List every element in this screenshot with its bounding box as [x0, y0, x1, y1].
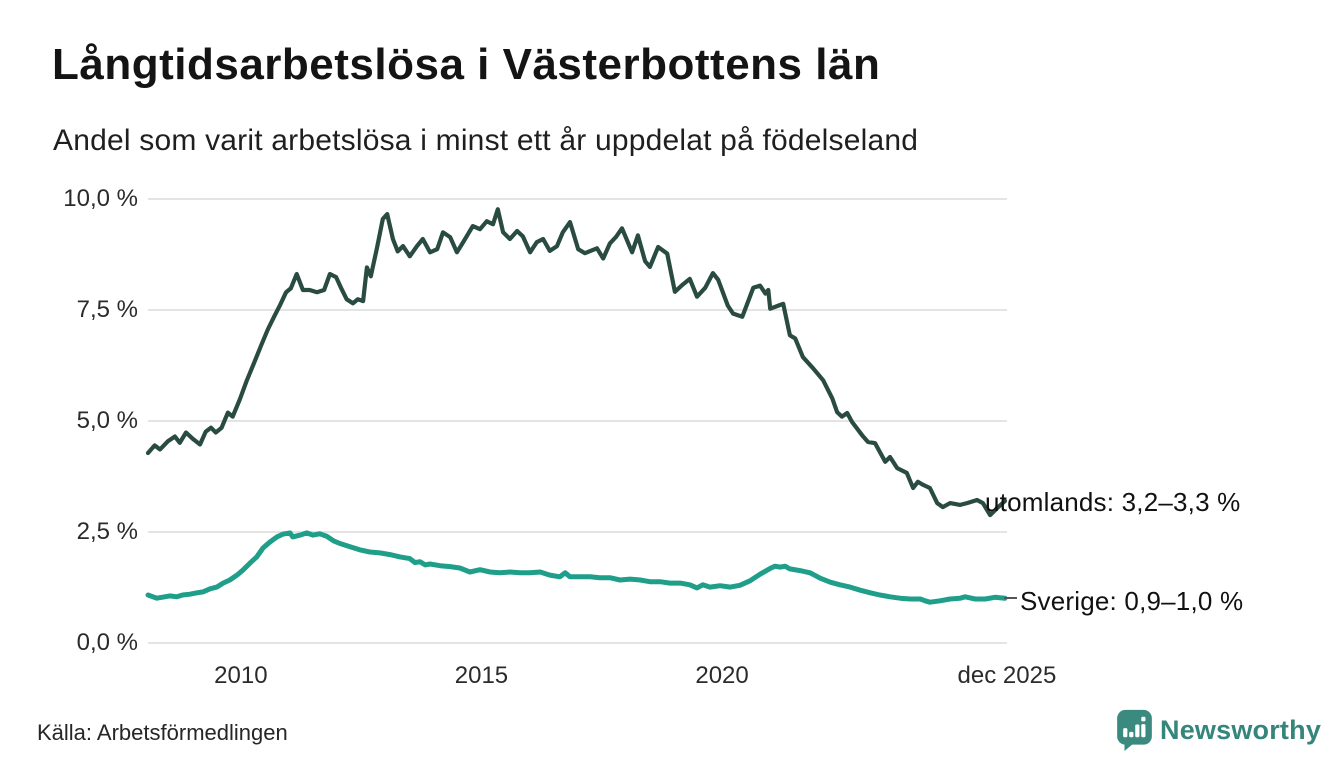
chart-title: Långtidsarbetslösa i Västerbottens län	[52, 40, 881, 89]
y-axis-tick-label: 10,0 %	[63, 185, 138, 212]
sverige-label-leader-line	[1004, 597, 1017, 599]
y-axis-tick-label: 7,5 %	[76, 296, 138, 323]
newsworthy-wordmark: Newsworthy	[1160, 714, 1322, 745]
series-line-utomlands	[145, 207, 1008, 518]
chart-subtitle: Andel som varit arbetslösa i minst ett å…	[53, 124, 919, 157]
series-label-utomlands: utomlands: 3,2–3,3 %	[985, 487, 1241, 517]
series-line-sverige	[145, 530, 1008, 605]
x-axis-tick-label: 2015	[454, 662, 509, 689]
newsworthy-bubble-chart-icon	[1117, 709, 1152, 751]
x-axis-tick-label: dec 2025	[957, 662, 1057, 689]
x-axis-tick-label: 2010	[214, 662, 268, 689]
source-note: Källa: Arbetsförmedlingen	[37, 720, 288, 745]
series-label-sverige: Sverige: 0,9–1,0 %	[1020, 586, 1244, 616]
y-axis-tick-label: 2,5 %	[76, 518, 138, 545]
y-axis-tick-label: 5,0 %	[76, 407, 138, 434]
x-axis-tick-label: 2020	[695, 662, 749, 689]
newsworthy-logo: Newsworthy	[1116, 709, 1321, 751]
y-axis-tick-label: 0,0 %	[76, 629, 138, 656]
